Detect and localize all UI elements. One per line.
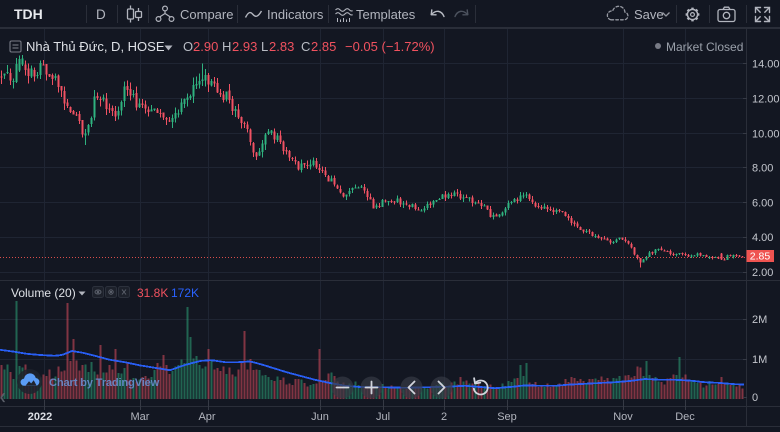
svg-text:Chart by TradingView: Chart by TradingView (49, 377, 160, 389)
svg-text:2: 2 (441, 411, 447, 423)
svg-text:Sep: Sep (497, 411, 517, 423)
svg-text:2M: 2M (752, 314, 767, 326)
svg-text:Jul: Jul (376, 411, 390, 423)
svg-text:14.00: 14.00 (752, 59, 780, 71)
svg-text:0: 0 (752, 392, 758, 404)
svg-text:10.00: 10.00 (752, 129, 780, 141)
svg-text:4.00: 4.00 (752, 232, 773, 244)
svg-text:6.00: 6.00 (752, 198, 773, 210)
svg-text:2.00: 2.00 (752, 267, 773, 279)
svg-text:❮: ❮ (0, 392, 7, 403)
svg-text:Jun: Jun (311, 411, 329, 423)
svg-text:Dec: Dec (675, 411, 695, 423)
svg-text:1M: 1M (752, 354, 767, 366)
svg-text:8.00: 8.00 (752, 163, 773, 175)
svg-text:Mar: Mar (131, 411, 150, 423)
svg-text:Apr: Apr (198, 411, 215, 423)
svg-text:2022: 2022 (28, 411, 52, 423)
svg-text:12.00: 12.00 (752, 94, 780, 106)
svg-text:2.85: 2.85 (750, 251, 771, 263)
svg-text:Nov: Nov (613, 411, 633, 423)
